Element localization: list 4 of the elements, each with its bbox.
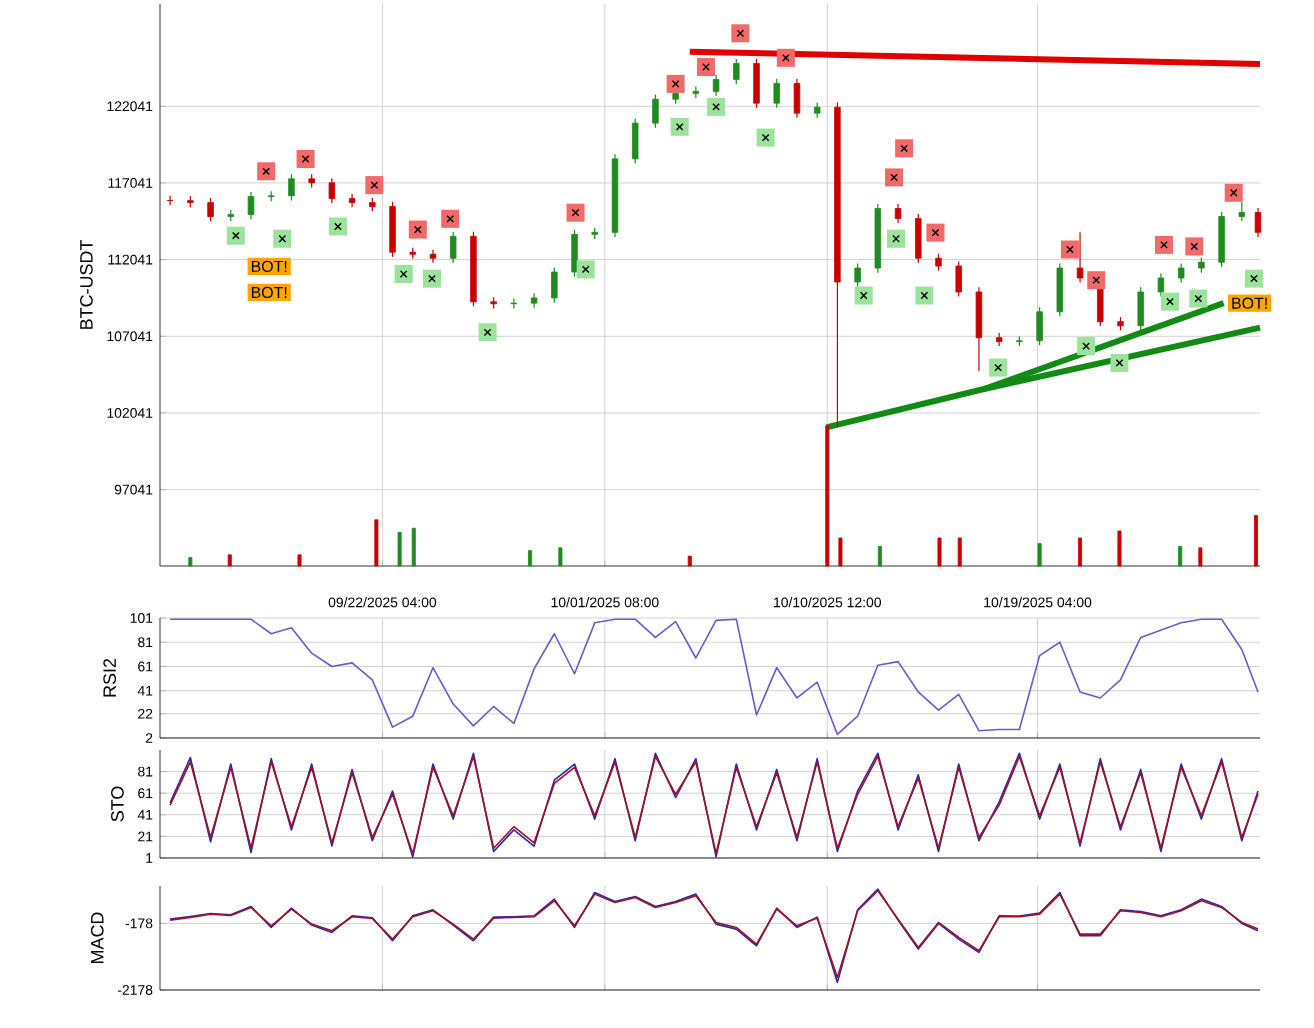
y-axis-title: MACD (90, 912, 104, 963)
y-axis-title: BTC-USDT (80, 240, 93, 329)
y-axis-title: STO (111, 786, 124, 822)
y-axis-title: RSI2 (103, 658, 117, 697)
